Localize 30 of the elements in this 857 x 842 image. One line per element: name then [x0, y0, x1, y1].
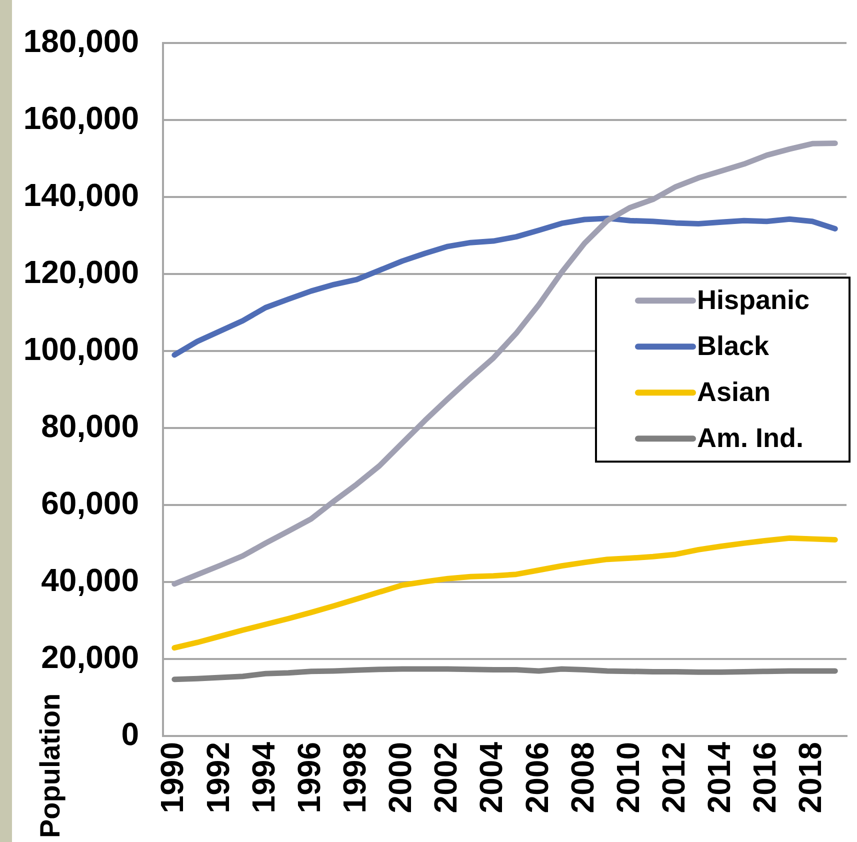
y-tick-label: 140,000 — [23, 176, 139, 213]
y-tick-label: 20,000 — [41, 638, 139, 675]
y-tick-label: 80,000 — [41, 408, 139, 444]
legend-label: Hispanic — [696, 285, 810, 316]
legend-label: Asian — [696, 377, 771, 408]
y-tick-label: 120,000 — [23, 254, 139, 290]
x-tick-label: 2008 — [564, 742, 600, 814]
y-axis-title: Population — [34, 693, 66, 838]
y-tick-label: 40,000 — [41, 562, 139, 598]
x-tick-label: 2010 — [610, 742, 646, 814]
x-tick-label: 2012 — [655, 742, 692, 814]
y-tick-label: 0 — [121, 716, 139, 752]
legend-label: Am. Ind. — [696, 423, 804, 454]
x-tick-label: 2016 — [746, 742, 783, 814]
x-tick-label: 2004 — [473, 742, 510, 814]
legend-label: Black — [696, 331, 770, 362]
x-tick-label: 1996 — [290, 742, 327, 814]
x-tick-label: 1990 — [154, 742, 190, 814]
x-tick-label: 2000 — [382, 742, 418, 814]
x-tick-label: 1998 — [336, 742, 372, 814]
y-tick-label: 60,000 — [41, 484, 139, 521]
y-tick-label: 180,000 — [23, 23, 139, 60]
x-tick-label: 1994 — [245, 742, 282, 814]
x-tick-label: 2002 — [428, 742, 464, 814]
x-tick-label: 2006 — [518, 742, 555, 814]
y-tick-label: 100,000 — [23, 330, 139, 367]
x-tick-label: 2014 — [701, 742, 738, 814]
x-tick-label: 1992 — [200, 742, 236, 814]
y-tick-label: 160,000 — [23, 100, 139, 136]
x-tick-label: 2018 — [792, 742, 828, 814]
